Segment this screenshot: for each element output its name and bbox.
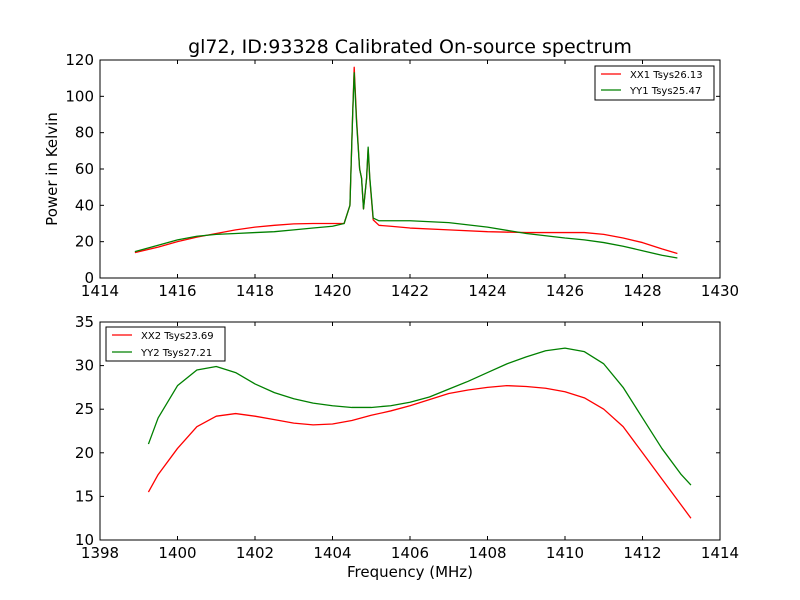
bottom-series-line-1: [147, 385, 692, 519]
top-plot-lines: [134, 66, 678, 259]
top-x-tick-label: 1430: [701, 282, 739, 300]
bottom-plot-frame: [99, 321, 721, 541]
top-y-tick-label: 60: [75, 160, 94, 178]
bottom-x-tick-label: 1406: [391, 544, 429, 562]
bottom-y-tick-label: 25: [75, 400, 94, 418]
top-legend-xx1-label: XX1 Tsys26.13: [630, 70, 703, 81]
top-y-tick-label: 0: [84, 269, 94, 287]
top-x-tick-label: 1420: [313, 282, 351, 300]
bottom-y-tick-label: 30: [75, 357, 94, 375]
bottom-y-tick-label: 35: [75, 313, 94, 331]
bottom-x-tick-label: 1400: [158, 544, 196, 562]
bottom-y-tick-label: 15: [75, 487, 94, 505]
bottom-legend-xx2-label: XX2 Tsys23.69: [141, 331, 214, 342]
top-series-line-2: [134, 72, 678, 259]
bottom-x-tick-label: 1412: [623, 544, 661, 562]
bottom-y-tick-label: 10: [75, 531, 94, 549]
top-x-tick-label: 1418: [236, 282, 274, 300]
bottom-series-line-2: [147, 347, 692, 486]
top-chart-title: gl72, ID:93328 Calibrated On-source spec…: [188, 36, 632, 58]
bottom-x-axis-label: Frequency (MHz): [347, 563, 473, 581]
bottom-panel: 1398 1400 1402 1404 1406 1408 1410 1412 1414 10 15…: [75, 313, 739, 581]
top-x-tick-label: 1424: [468, 282, 506, 300]
top-legend: XX1 Tsys26.13 YY1 Tsys25.47: [594, 65, 715, 101]
bottom-x-tick-label: 1404: [313, 544, 351, 562]
bottom-y-tick-label: 20: [75, 444, 94, 462]
top-x-tick-label: 1416: [158, 282, 196, 300]
top-x-tick-label: 1422: [391, 282, 429, 300]
bottom-plot-lines: [147, 347, 692, 519]
top-y-tick-label: 20: [75, 233, 94, 251]
bottom-legend-yy2-label: YY2 Tsys27.21: [140, 348, 212, 359]
bottom-x-tick-label: 1414: [701, 544, 739, 562]
top-y-tick-label: 80: [75, 124, 94, 142]
top-panel: gl72, ID:93328 Calibrated On-source spec…: [43, 36, 739, 300]
bottom-x-tick-label: 1408: [468, 544, 506, 562]
top-y-axis-label: Power in Kelvin: [43, 112, 61, 226]
top-y-tick-label: 100: [65, 87, 94, 105]
top-plot-frame: [99, 59, 721, 279]
top-axis-ticks: 1414 1416 1418 1420 1422 1424 1426 1428 1430 0 20 4…: [65, 51, 739, 300]
bottom-axis-ticks: 1398 1400 1402 1404 1406 1408 1410 1412 1414 10 15…: [75, 313, 739, 562]
top-x-tick-label: 1428: [623, 282, 661, 300]
bottom-x-tick-label: 1402: [236, 544, 274, 562]
bottom-legend-box: [105, 326, 226, 362]
top-x-tick-label: 1426: [546, 282, 584, 300]
top-y-tick-label: 40: [75, 196, 94, 214]
top-legend-yy1-label: YY1 Tsys25.47: [629, 86, 701, 97]
bottom-x-tick-label: 1398: [81, 544, 119, 562]
top-x-tick-label: 1414: [81, 282, 119, 300]
top-legend-box: [594, 65, 715, 101]
bottom-x-tick-label: 1410: [546, 544, 584, 562]
bottom-legend: XX2 Tsys23.69 YY2 Tsys27.21: [105, 326, 226, 362]
top-y-tick-label: 120: [65, 51, 94, 69]
